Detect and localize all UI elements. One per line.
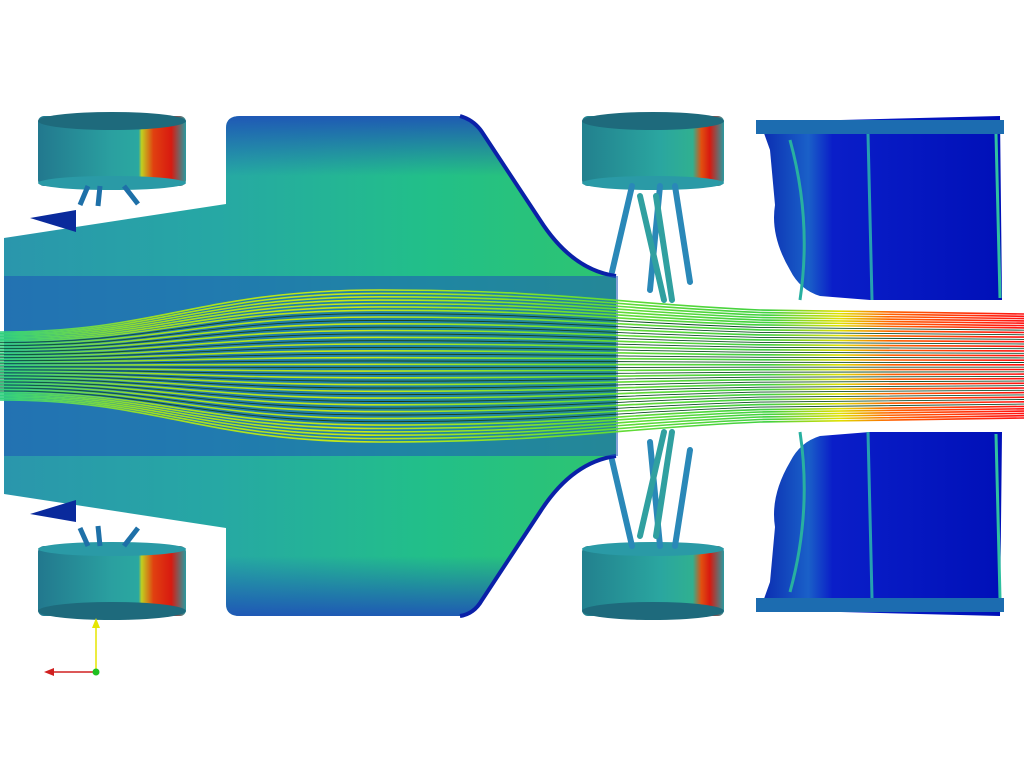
streamline	[0, 385, 1024, 413]
streamline	[0, 396, 1024, 437]
streamline	[0, 340, 1024, 356]
streamline	[0, 319, 1024, 347]
streamline	[0, 356, 1024, 363]
streamline	[0, 343, 1024, 357]
streamline	[0, 313, 1024, 344]
streamline	[0, 349, 1024, 360]
streamline	[0, 306, 1024, 341]
streamline	[0, 336, 1024, 354]
x-axis-arrow-head-icon	[44, 668, 54, 676]
streamline	[0, 363, 1024, 366]
rear-suspension	[609, 183, 693, 549]
streamline	[0, 390, 1024, 423]
streamline	[0, 299, 1024, 338]
streamline	[0, 378, 1024, 396]
streamline	[0, 295, 1024, 336]
rear-wing	[756, 116, 1004, 616]
origin-dot-icon	[92, 668, 100, 676]
streamline	[0, 369, 1024, 375]
streamline	[0, 387, 1024, 416]
streamline	[0, 316, 1024, 345]
streamlines	[0, 289, 1024, 443]
chassis-body	[4, 114, 618, 618]
streamline	[0, 346, 1024, 359]
y-axis-arrow-head-icon	[92, 618, 100, 628]
front-right-wheel	[38, 525, 186, 620]
streamline	[0, 375, 1024, 389]
streamline	[0, 292, 1024, 335]
rear-right-wheel	[582, 542, 724, 620]
streamline	[0, 394, 1024, 433]
axes-triad	[44, 618, 100, 676]
streamline	[0, 393, 1024, 430]
streamline	[0, 373, 1024, 386]
streamline	[0, 379, 1024, 399]
streamline	[0, 353, 1024, 362]
streamline	[0, 399, 1024, 443]
streamline	[0, 309, 1024, 342]
streamline	[0, 388, 1024, 420]
streamline	[0, 370, 1024, 379]
streamline	[0, 367, 1024, 372]
streamline	[0, 376, 1024, 393]
front-left-wheel	[38, 112, 186, 207]
streamline	[0, 397, 1024, 440]
streamline	[0, 322, 1024, 348]
streamline	[0, 372, 1024, 382]
streamline	[0, 366, 1024, 369]
streamline	[0, 326, 1024, 350]
rear-left-wheel	[582, 112, 724, 190]
streamline	[0, 384, 1024, 409]
streamline	[0, 391, 1024, 426]
streamline	[0, 329, 1024, 351]
streamline	[0, 360, 1024, 365]
streamline	[0, 382, 1024, 406]
streamline	[0, 289, 1024, 333]
streamline	[0, 302, 1024, 339]
streamline	[0, 381, 1024, 402]
streamline	[0, 333, 1024, 353]
